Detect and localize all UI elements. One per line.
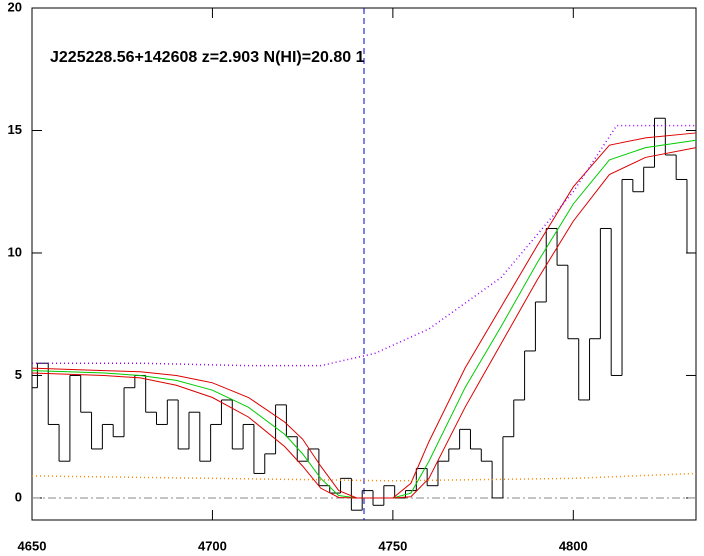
y-tick-label: 0 bbox=[15, 489, 22, 504]
x-tick-label: 4750 bbox=[378, 538, 407, 553]
chart-title: J225228.56+142608 z=2.903 N(HI)=20.80 1 bbox=[50, 49, 365, 66]
series-line bbox=[31, 139, 697, 499]
series-line bbox=[31, 132, 697, 499]
y-tick-label: 5 bbox=[15, 367, 22, 382]
y-tick-label: 15 bbox=[8, 122, 22, 137]
series-line bbox=[31, 472, 697, 482]
series-line bbox=[31, 147, 697, 499]
flux-connector bbox=[36, 118, 688, 511]
x-tick-label: 4650 bbox=[18, 538, 47, 553]
x-tick-label: 4800 bbox=[559, 538, 588, 553]
y-tick-label: 20 bbox=[8, 0, 22, 14]
x-tick-label: 4700 bbox=[198, 538, 227, 553]
y-tick-label: 10 bbox=[8, 244, 22, 259]
